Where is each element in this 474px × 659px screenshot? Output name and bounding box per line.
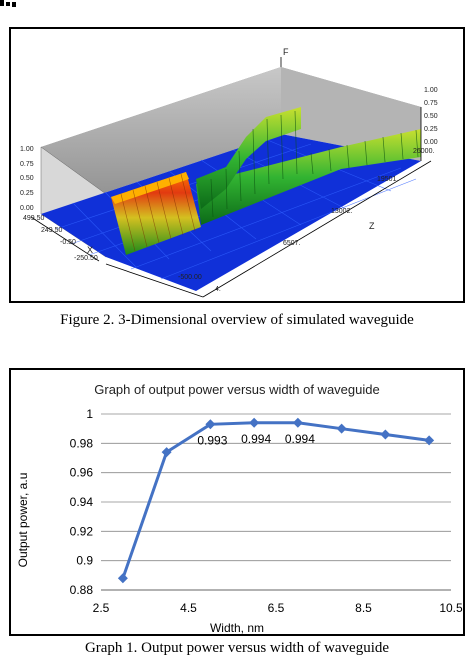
- x-tick-4: -250.50: [74, 255, 98, 262]
- data-point-7: [424, 435, 435, 446]
- cropped-heading-fragment: [0, 0, 16, 7]
- z-axis-line: [202, 160, 432, 298]
- f-tick-left-2: 0.75: [20, 161, 34, 168]
- data-labels: 0.993 0.994 0.994: [197, 432, 315, 447]
- f-tick-left-4: 0.25: [20, 190, 34, 197]
- y-tick-label-6: 1: [86, 407, 93, 421]
- x-tick-1: 499.50: [23, 215, 45, 222]
- f-tick-right-3: 0.50: [424, 113, 438, 120]
- x-tick-label-1: 4.5: [180, 601, 197, 615]
- x-tick-2: 249.50: [41, 227, 63, 234]
- z-tick-3: 13002.: [331, 208, 352, 215]
- f-tick-left-3: 0.50: [20, 175, 34, 182]
- data-point-0: [117, 573, 128, 584]
- x-tick-label-2: 6.5: [268, 601, 285, 615]
- series-output-power: [117, 417, 435, 584]
- f-tick-right-5: 0.00: [424, 139, 438, 146]
- grid-lines: [101, 413, 451, 591]
- data-point-5: [336, 423, 347, 434]
- z-tick-4: 19501.: [377, 176, 398, 183]
- y-tick-label-2: 0.92: [70, 524, 94, 538]
- z-axis-label: Z: [369, 221, 375, 231]
- lower-branch-ridge: [196, 129, 421, 225]
- f-tick-right-4: 0.25: [424, 126, 438, 133]
- slab-ribs: [120, 173, 196, 252]
- f-tick-left-1: 1.00: [20, 146, 34, 153]
- x-axis-title: Width, nm: [210, 621, 264, 634]
- series-line: [121, 421, 430, 579]
- f-axis-label: F: [283, 47, 289, 57]
- z-tick-5: 26000.: [413, 148, 434, 155]
- waveguide-3d-plot: F X Z 1.00 0.75 0.50 0.25 0.00 1.00 0.75…: [20, 47, 438, 298]
- data-point-2: [205, 419, 216, 430]
- chart-title: Graph of output power versus width of wa…: [94, 382, 379, 397]
- z-axis-front-line: [105, 263, 204, 298]
- data-label-2: 0.994: [285, 432, 315, 446]
- data-point-1: [161, 447, 172, 458]
- y-tick-label-4: 0.96: [70, 466, 94, 480]
- x-tick-label-4: 10.5: [439, 601, 463, 615]
- f-tick-left-5: 0.00: [20, 205, 34, 212]
- x-tick-5: -500.00: [178, 274, 202, 281]
- graph-1-caption: Graph 1. Output power versus width of wa…: [84, 640, 390, 656]
- y-axis-title: Output power, a.u: [16, 473, 30, 568]
- x-tick-3: -0.50: [60, 239, 76, 246]
- axis-ticks: 0.88 0.9 0.92 0.94 0.96 0.98 1 2.5 4.5 6.5 8.5 10.5: [70, 407, 463, 615]
- data-label-0: 0.993: [197, 433, 227, 447]
- y-tick-label-5: 0.98: [70, 436, 94, 450]
- output-power-chart: Graph of output power versus width of wa…: [16, 382, 463, 635]
- f-tick-right-1: 1.00: [424, 87, 438, 94]
- ridge-ribs: [210, 110, 419, 218]
- figure-2-caption: Figure 2. 3-Dimensional overview of simu…: [60, 312, 414, 328]
- figure-3d-frame: F X Z 1.00 0.75 0.50 0.25 0.00 1.00 0.75…: [9, 27, 465, 303]
- back-wall-face: [41, 67, 281, 214]
- x-tick-label-0: 2.5: [93, 601, 110, 615]
- graph-1-frame: Graph of output power versus width of wa…: [9, 368, 465, 636]
- x-tick-label-3: 8.5: [355, 601, 372, 615]
- y-tick-label-1: 0.9: [76, 554, 93, 568]
- z-tick-1: 4.: [215, 286, 221, 293]
- upper-branch-ridge: [196, 107, 301, 209]
- data-point-4: [292, 417, 303, 428]
- x-axis-label: X: [87, 245, 93, 255]
- x-axis-line: [30, 216, 100, 262]
- y-tick-label-0: 0.88: [70, 583, 94, 597]
- data-point-6: [380, 429, 391, 440]
- f-tick-right-2: 0.75: [424, 100, 438, 107]
- data-label-1: 0.994: [241, 432, 271, 446]
- y-tick-label-3: 0.94: [70, 495, 94, 509]
- data-point-3: [249, 417, 260, 428]
- z-tick-2: 6507.: [283, 240, 301, 247]
